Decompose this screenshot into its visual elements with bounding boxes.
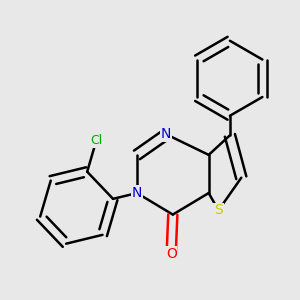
Text: S: S [214, 203, 223, 217]
Text: N: N [161, 127, 172, 141]
Text: Cl: Cl [90, 134, 103, 147]
Text: N: N [132, 186, 142, 200]
Text: O: O [166, 247, 177, 261]
